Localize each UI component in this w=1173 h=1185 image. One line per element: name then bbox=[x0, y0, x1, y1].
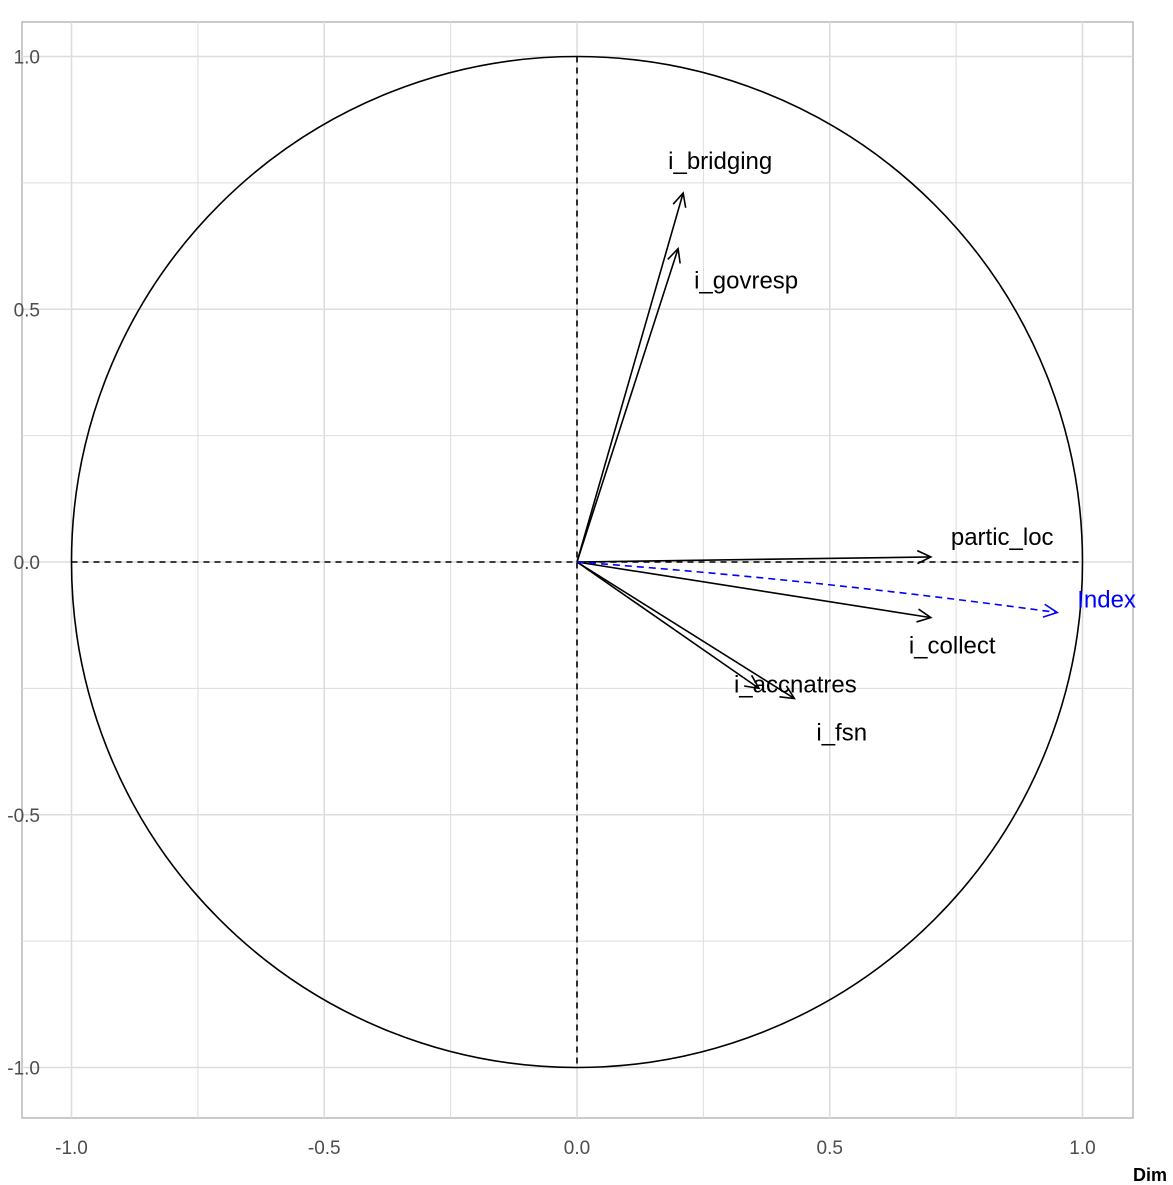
x-tick-label: 0.0 bbox=[564, 1138, 590, 1159]
y-tick-label: 0.0 bbox=[14, 553, 40, 574]
arrow-i-accnatres bbox=[576, 561, 761, 690]
y-tick-label: 1.0 bbox=[14, 48, 40, 69]
y-tick-label: -0.5 bbox=[7, 806, 40, 827]
arrow-i-govresp bbox=[576, 246, 681, 563]
arrow-head bbox=[916, 549, 933, 565]
x-tick-label: -0.5 bbox=[308, 1138, 341, 1159]
x-tick-label: 0.5 bbox=[817, 1138, 843, 1159]
arrow-shaft bbox=[576, 248, 679, 563]
arrow-shaft bbox=[576, 561, 795, 700]
x-tick-label: -1.0 bbox=[55, 1138, 88, 1159]
arrow-head bbox=[916, 608, 933, 623]
variable-label: Index bbox=[1077, 587, 1136, 614]
x-tick-label: 1.0 bbox=[1069, 1138, 1095, 1159]
arrow-shaft bbox=[576, 561, 931, 619]
arrow-head bbox=[672, 191, 687, 208]
variable-label: i_fsn bbox=[816, 719, 867, 746]
variable-label: i_accnatres bbox=[734, 671, 857, 698]
arrow-shaft bbox=[576, 561, 760, 690]
arrow-partic-loc bbox=[576, 549, 933, 565]
arrow-head bbox=[744, 674, 761, 690]
arrow-head bbox=[779, 685, 796, 700]
variable-label: i_govresp bbox=[694, 268, 798, 295]
arrow-shaft bbox=[576, 556, 931, 563]
variable-label: i_bridging bbox=[668, 148, 772, 175]
y-tick-label: 0.5 bbox=[14, 300, 40, 321]
arrow-i-fsn bbox=[576, 561, 796, 700]
y-tick-label: -1.0 bbox=[7, 1059, 40, 1080]
variable-label: i_collect bbox=[909, 633, 996, 660]
arrow-i-bridging bbox=[576, 191, 687, 563]
arrow-head bbox=[667, 246, 681, 264]
variable-label: partic_loc bbox=[951, 524, 1054, 551]
x-axis-title: Dim bbox=[1133, 1165, 1167, 1185]
arrow-head bbox=[1042, 603, 1060, 618]
arrow-shaft bbox=[576, 561, 1058, 614]
arrow-i-collect bbox=[576, 561, 933, 623]
arrow-Index bbox=[576, 561, 1060, 618]
arrow-shaft bbox=[576, 192, 684, 563]
